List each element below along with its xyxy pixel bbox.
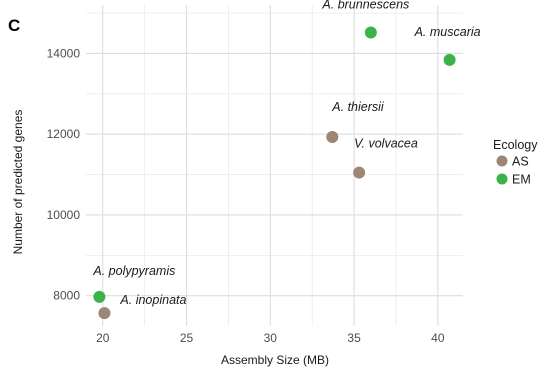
point-em	[93, 290, 106, 303]
point-label: A. polypyramis	[92, 264, 175, 278]
point-label: A. thiersii	[331, 100, 385, 114]
legend-label-as: AS	[512, 155, 529, 169]
x-axis-title: Assembly Size (MB)	[221, 353, 329, 367]
y-axis-ticks: 8000 10000 12000 14000	[47, 46, 81, 302]
point-labels: A. brunnescens A. muscaria A. thiersii V. v…	[92, 0, 480, 307]
point-as	[353, 166, 366, 179]
point-label: A. brunnescens	[321, 0, 409, 11]
x-tick-label: 40	[431, 331, 445, 345]
point-label: A. muscaria	[414, 25, 481, 39]
y-axis-title: Number of predicted genes	[11, 110, 25, 255]
y-tick-label: 12000	[47, 127, 81, 141]
y-tick-label: 10000	[47, 208, 81, 222]
data-points	[93, 26, 456, 320]
legend-marker-em	[496, 173, 508, 185]
legend-title: Ecology	[493, 138, 538, 152]
point-em	[443, 53, 456, 66]
point-as	[98, 307, 111, 320]
y-tick-label: 8000	[53, 289, 80, 303]
point-em	[364, 26, 377, 39]
point-label: V. volvacea	[354, 137, 418, 151]
gridlines	[86, 5, 463, 326]
x-tick-label: 25	[180, 331, 194, 345]
x-axis-ticks: 20 25 30 35 40	[96, 331, 445, 345]
x-tick-label: 20	[96, 331, 110, 345]
y-tick-label: 14000	[47, 46, 81, 60]
point-as	[326, 131, 339, 144]
legend: Ecology AS EM	[493, 138, 538, 187]
legend-label-em: EM	[512, 173, 531, 187]
point-label: A. inopinata	[119, 293, 186, 307]
x-tick-label: 30	[264, 331, 278, 345]
legend-marker-as	[496, 155, 508, 167]
panel-letter: C	[8, 16, 20, 35]
x-tick-label: 35	[347, 331, 361, 345]
